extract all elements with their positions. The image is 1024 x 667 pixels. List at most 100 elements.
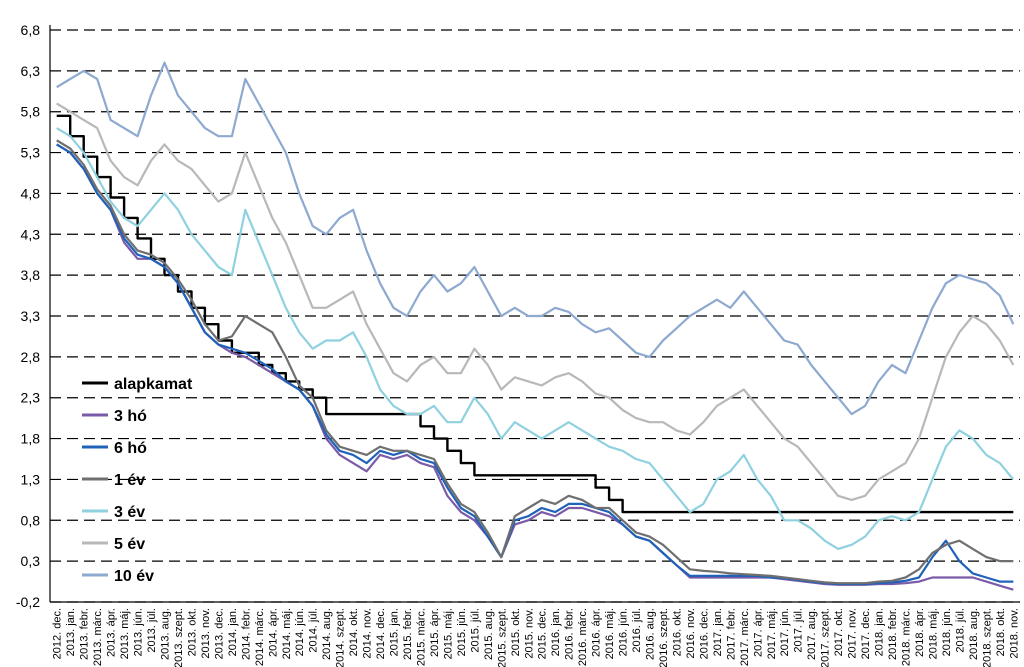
x-tick-label: 2014. márc. xyxy=(254,608,266,666)
x-tick-label: 2016. nov. xyxy=(685,608,697,659)
x-tick-label: 2017. ápr. xyxy=(752,608,764,657)
legend-label: 5 év xyxy=(114,536,145,553)
x-tick-label: 2015. szept. xyxy=(496,608,508,667)
x-tick-label: 2015. jan. xyxy=(389,608,401,656)
x-tick-label: 2013. jan. xyxy=(65,608,77,656)
x-tick-label: 2014. dec. xyxy=(375,608,387,659)
series-line-2 xyxy=(56,143,1014,586)
x-tick-label: 2015. júl. xyxy=(469,608,481,653)
x-tick-label: 2013. nov. xyxy=(200,608,212,659)
x-tick-label: 2015. dec. xyxy=(537,608,549,659)
x-tick-label: 2017. márc. xyxy=(739,608,751,666)
y-tick-label: 3,8 xyxy=(21,267,41,283)
x-tick-label: 2016. ápr. xyxy=(591,608,603,657)
x-tick-label: 2013. júl. xyxy=(146,608,158,653)
x-tick-label: 2017. máj. xyxy=(766,608,778,659)
y-tick-label: -0,2 xyxy=(16,594,40,610)
x-tick-label: 2016. jún. xyxy=(618,608,630,656)
x-tick-label: 2015. márc. xyxy=(415,608,427,666)
x-tick-label: 2013. okt. xyxy=(186,608,198,656)
x-tick-label: 2014. febr. xyxy=(240,608,252,660)
x-tick-label: 2013. márc. xyxy=(92,608,104,666)
legend: alapkamat 3 hó 6 hó 1 év 3 év 5 év 10 év xyxy=(82,376,193,585)
x-tick-label: 2018. szept. xyxy=(981,608,993,667)
series-line-3 xyxy=(56,139,1014,585)
x-tick-label: 2015. ápr. xyxy=(429,608,441,657)
x-tick-label: 2018. jan. xyxy=(874,608,886,656)
x-tick-label: 2016. márc. xyxy=(577,608,589,666)
x-tick-label: 2013. aug. xyxy=(160,608,172,660)
y-tick-label: 2,8 xyxy=(21,349,41,365)
x-tick-label: 2016. júl. xyxy=(631,608,643,653)
legend-label: 3 hó xyxy=(114,408,147,425)
y-tick-label: 5,3 xyxy=(21,145,41,161)
x-tick-label: 2015. okt. xyxy=(510,608,522,656)
series-line-5 xyxy=(56,102,1015,501)
y-tick-label: 6,3 xyxy=(21,63,41,79)
x-tick-label: 2016. szept. xyxy=(658,608,670,667)
x-tick-label: 2015. jún. xyxy=(456,608,468,656)
x-tick-label: 2014. máj. xyxy=(281,608,293,659)
series-lines xyxy=(56,61,1015,591)
x-tick-label: 2014. nov. xyxy=(362,608,374,659)
series-line-0 xyxy=(56,114,1014,514)
x-tick-label: 2018. márc. xyxy=(900,608,912,666)
x-tick-label: 2018. okt. xyxy=(995,608,1007,656)
x-tick-label: 2018. máj. xyxy=(927,608,939,659)
x-tick-label: 2014. ápr. xyxy=(267,608,279,657)
x-axis: 2012. dec. 2013. jan. 2013. febr. 2013. már… xyxy=(52,608,1021,667)
x-tick-label: 2017. febr. xyxy=(725,608,737,660)
x-tick-label: 2017. dec. xyxy=(860,608,872,659)
y-axis: 6,8 6,3 5,8 5,3 4,8 4,3 3,8 3,3 2,8 2,3 1,8 1,3 0,8 0… xyxy=(16,22,40,610)
x-tick-label: 2017. aug. xyxy=(806,608,818,660)
x-tick-label: 2017. okt. xyxy=(833,608,845,656)
y-tick-label: 4,3 xyxy=(21,226,41,242)
x-tick-label: 2014. szept. xyxy=(335,608,347,667)
y-tick-label: 5,8 xyxy=(21,104,41,120)
x-tick-label: 2016. dec. xyxy=(698,608,710,659)
x-tick-label: 2013. dec. xyxy=(213,608,225,659)
axis-lines xyxy=(49,25,1020,603)
legend-label: 6 hó xyxy=(114,440,147,457)
x-tick-label: 2017. jan. xyxy=(712,608,724,656)
x-tick-label: 2014. júl. xyxy=(308,608,320,653)
legend-label: 3 év xyxy=(114,504,145,521)
x-tick-label: 2018. nov. xyxy=(1008,608,1020,659)
gridlines xyxy=(50,29,1020,603)
x-tick-label: 2018. febr. xyxy=(887,608,899,660)
y-tick-label: 4,8 xyxy=(21,185,41,201)
legend-label: 10 év xyxy=(114,568,154,585)
x-tick-label: 2018. ápr. xyxy=(914,608,926,657)
x-tick-label: 2013. ápr. xyxy=(106,608,118,657)
x-tick-label: 2013. máj. xyxy=(119,608,131,659)
y-tick-label: 1,8 xyxy=(21,431,41,447)
x-tick-label: 2014. okt. xyxy=(348,608,360,656)
x-tick-label: 2012. dec. xyxy=(52,608,64,659)
y-tick-label: 2,3 xyxy=(21,390,41,406)
x-tick-label: 2015. máj. xyxy=(442,608,454,659)
y-tick-label: 0,8 xyxy=(21,512,41,528)
x-tick-label: 2017. nov. xyxy=(847,608,859,659)
x-tick-label: 2015. febr. xyxy=(402,608,414,660)
x-tick-label: 2013. jún. xyxy=(133,608,145,656)
series-line-4 xyxy=(56,127,1015,550)
x-tick-label: 2015. nov. xyxy=(523,608,535,659)
x-tick-label: 2018. júl. xyxy=(954,608,966,653)
x-tick-label: 2016. okt. xyxy=(671,608,683,656)
x-tick-label: 2018. jún. xyxy=(941,608,953,656)
x-tick-label: 2016. aug. xyxy=(645,608,657,660)
legend-label: 1 év xyxy=(114,472,145,489)
y-tick-label: 0,3 xyxy=(21,553,41,569)
x-tick-label: 2016. máj. xyxy=(604,608,616,659)
x-tick-label: 2017. jún. xyxy=(779,608,791,656)
x-tick-label: 2018. aug. xyxy=(968,608,980,660)
series-line-1 xyxy=(56,143,1014,591)
x-tick-label: 2016. febr. xyxy=(564,608,576,660)
x-tick-label: 2013. szept. xyxy=(173,608,185,667)
y-tick-label: 1,3 xyxy=(21,471,41,487)
x-tick-label: 2013. febr. xyxy=(79,608,91,660)
y-tick-label: 3,3 xyxy=(21,308,41,324)
series-line-6 xyxy=(56,61,1015,416)
x-tick-label: 2015. aug. xyxy=(483,608,495,660)
